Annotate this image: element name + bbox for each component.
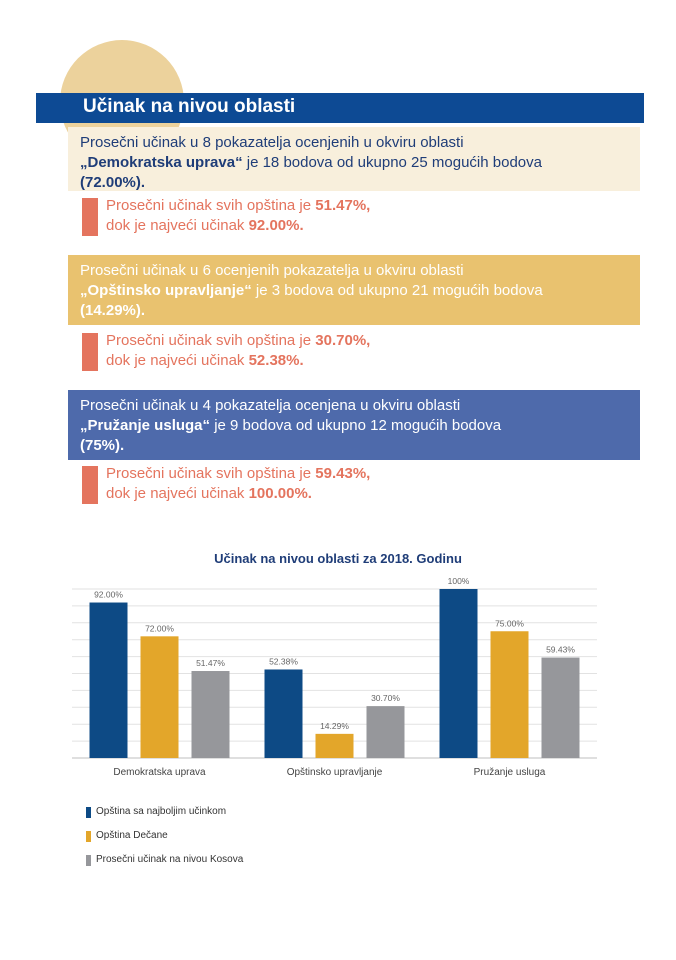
stat-marker [82, 198, 98, 236]
avg-label: Prosečni učinak svih opština je [106, 332, 316, 349]
avg-label: Prosečni učinak svih opština je [106, 197, 316, 214]
section-title-bar: Učinak na nivou oblasti [36, 93, 644, 123]
data-label: 92.00% [94, 590, 123, 600]
area-intro: Prosečni učinak u 8 pokazatelja ocenjeni… [80, 134, 464, 151]
bar [541, 657, 580, 758]
category-label: Opštinsko upravljanje [287, 767, 383, 778]
data-label: 72.00% [145, 623, 174, 633]
data-label: 100% [448, 576, 470, 586]
bar [315, 733, 354, 758]
bar [191, 671, 230, 758]
avg-value: 59.43%, [315, 465, 371, 482]
avg-value: 51.47%, [315, 197, 371, 214]
area-panel-services: Prosečni učinak u 4 pokazatelja ocenjena… [68, 390, 640, 460]
max-value: 100.00%. [248, 485, 312, 502]
area-name: „Pružanje usluga“ [80, 417, 211, 434]
bar [490, 631, 529, 758]
legend-swatch [86, 831, 91, 842]
page-title: Učinak na nivou oblasti [83, 96, 296, 117]
legend-swatch [86, 855, 91, 866]
stat-marker [82, 333, 98, 371]
data-label: 51.47% [196, 658, 225, 668]
max-value: 92.00%. [248, 217, 304, 234]
bar [89, 602, 128, 758]
legend-label: Opština sa najboljim učinkom [96, 806, 227, 817]
area-percent: (75%). [80, 437, 125, 454]
area-intro: Prosečni učinak u 6 ocenjenih pokazatelj… [80, 262, 464, 279]
max-label: dok je najveći učinak [106, 352, 249, 369]
area-stat-services: Prosečni učinak svih opština je 59.43%, … [82, 464, 642, 506]
area-panel-municipal: Prosečni učinak u 6 ocenjenih pokazatelj… [68, 255, 640, 325]
max-label: dok je najveći učinak [106, 485, 249, 502]
avg-value: 30.70%, [315, 332, 371, 349]
data-label: 14.29% [320, 721, 349, 731]
area-panel-democratic: Prosečni učinak u 8 pokazatelja ocenjeni… [68, 127, 640, 191]
area-points: je 18 bodova od ukupno 25 mogućih bodova [242, 154, 542, 171]
data-label: 75.00% [495, 618, 524, 628]
area-stat-democratic: Prosečni učinak svih opština je 51.47%, … [82, 196, 642, 238]
data-label: 30.70% [371, 693, 400, 703]
max-label: dok je najveći učinak [106, 217, 249, 234]
bar [140, 636, 179, 758]
legend-label: Opština Dečane [96, 830, 168, 841]
area-name: „Opštinsko upravljanje“ [80, 282, 252, 299]
legend-label: Prosečni učinak na nivou Kosova [96, 854, 244, 865]
category-label: Pružanje usluga [474, 767, 546, 778]
legend-swatch [86, 807, 91, 818]
max-value: 52.38%. [248, 352, 304, 369]
area-stat-municipal: Prosečni učinak svih opština je 30.70%, … [82, 331, 642, 373]
bar [439, 589, 478, 758]
area-intro: Prosečni učinak u 4 pokazatelja ocenjena… [80, 397, 461, 414]
chart-title: Učinak na nivou oblasti za 2018. Godinu [214, 551, 462, 566]
area-name: „Demokratska uprava“ [80, 154, 243, 171]
avg-label: Prosečni učinak svih opština je [106, 465, 316, 482]
data-label: 59.43% [546, 645, 575, 655]
area-points: je 9 bodova od ukupno 12 mogućih bodova [210, 417, 502, 434]
area-percent: (14.29%). [80, 302, 146, 319]
data-label: 52.38% [269, 656, 298, 666]
bar [264, 669, 303, 758]
area-percent: (72.00%). [80, 174, 146, 191]
stat-marker [82, 466, 98, 504]
bar [366, 706, 405, 758]
category-label: Demokratska uprava [113, 767, 206, 778]
area-points: je 3 bodova od ukupno 21 mogućih bodova [251, 282, 543, 299]
